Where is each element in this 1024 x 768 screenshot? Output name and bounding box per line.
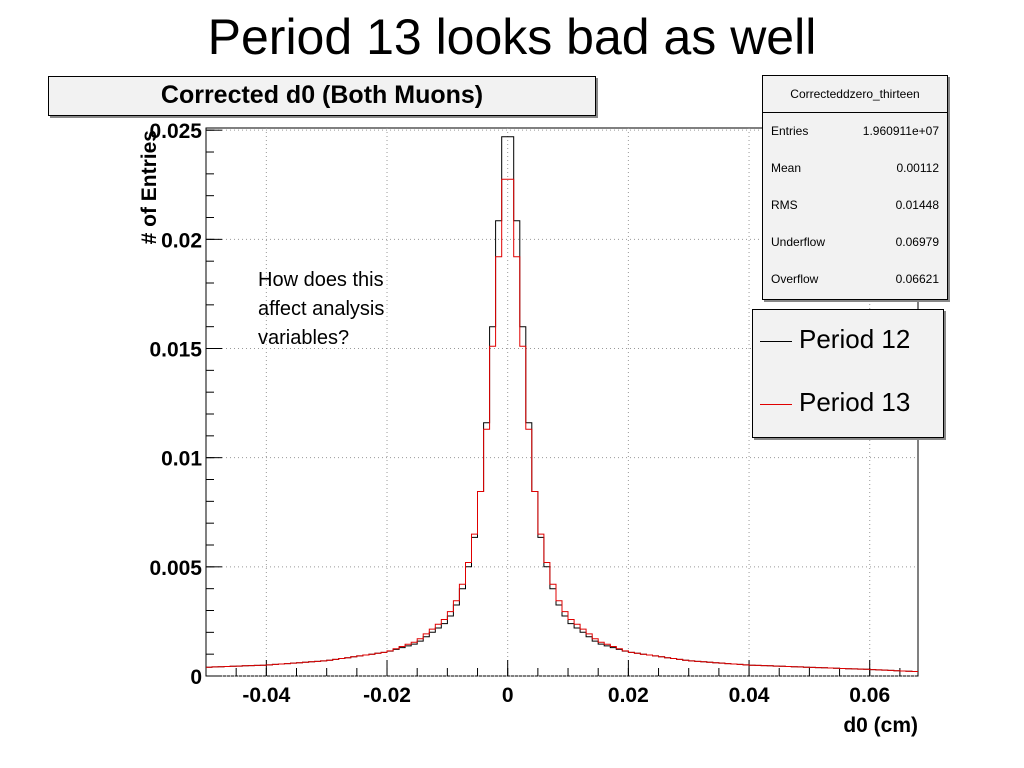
slide-title: Period 13 looks bad as well — [207, 9, 817, 65]
x-axis-label: d0 (cm) — [843, 714, 918, 737]
y-tick-label: 0.01 — [161, 448, 202, 471]
y-tick-label: 0.02 — [161, 229, 202, 252]
stats-key: RMS — [771, 198, 798, 212]
stats-key: Underflow — [771, 235, 826, 249]
stats-row-entries: Entries 1.960911e+07 — [763, 113, 947, 150]
y-tick-label: 0 — [190, 666, 202, 689]
grid-lines — [206, 128, 918, 677]
stats-name: Correcteddzero_thirteen — [763, 76, 947, 113]
x-tick-label: -0.04 — [242, 684, 290, 707]
stats-value: 0.01448 — [895, 198, 939, 212]
legend-swatch — [760, 341, 792, 342]
x-tick-label: 0.02 — [608, 684, 649, 707]
stats-key: Entries — [771, 124, 809, 138]
stats-value: 0.06621 — [895, 272, 939, 286]
stats-row-overflow: Overflow 0.06621 — [763, 261, 947, 298]
axis-tick-labels: -0.04 -0.02 0 0.02 0.04 0.06 0 0.005 0.01 0.015 0.… — [149, 120, 890, 707]
series-layer — [206, 136, 918, 672]
stats-value: 0.06979 — [895, 235, 939, 249]
legend-entry-period-12: Period 12 — [753, 310, 943, 373]
legend-box: Period 12 Period 13 — [752, 309, 944, 438]
annotation-line: affect analysis — [258, 298, 385, 320]
y-tick-label: 0.005 — [149, 557, 202, 580]
legend-swatch — [760, 404, 792, 405]
histogram-title-box: Corrected d0 (Both Muons) — [48, 76, 596, 116]
series-period-13-line — [206, 178, 918, 672]
x-tick-label: 0 — [502, 684, 514, 707]
axis-ticks — [205, 129, 901, 677]
stats-row-mean: Mean 0.00112 — [763, 150, 947, 187]
stats-key: Overflow — [771, 272, 819, 286]
annotation-line: variables? — [258, 327, 350, 349]
stats-row-underflow: Underflow 0.06979 — [763, 224, 947, 261]
stats-key: Mean — [771, 161, 802, 175]
x-tick-label: 0.06 — [849, 684, 890, 707]
annotation-line: How does this — [258, 269, 384, 291]
annotation-text: How does this affect analysis variables? — [258, 266, 438, 353]
stats-value: 0.00112 — [896, 161, 940, 175]
legend-label: Period 12 — [799, 324, 911, 354]
legend-label: Period 13 — [799, 387, 911, 417]
y-tick-label: 0.025 — [149, 120, 202, 143]
histogram-title: Corrected d0 (Both Muons) — [160, 81, 484, 109]
x-tick-label: -0.02 — [363, 684, 411, 707]
stats-row-rms: RMS 0.01448 — [763, 187, 947, 224]
y-tick-label: 0.015 — [149, 339, 202, 362]
x-tick-label: 0.04 — [729, 684, 770, 707]
stats-value: 1.960911e+07 — [862, 124, 939, 138]
stats-box: Correcteddzero_thirteen Entries 1.960911… — [762, 75, 948, 300]
legend-entry-period-13: Period 13 — [753, 373, 943, 436]
y-axis-label: # of Entries — [138, 130, 161, 244]
